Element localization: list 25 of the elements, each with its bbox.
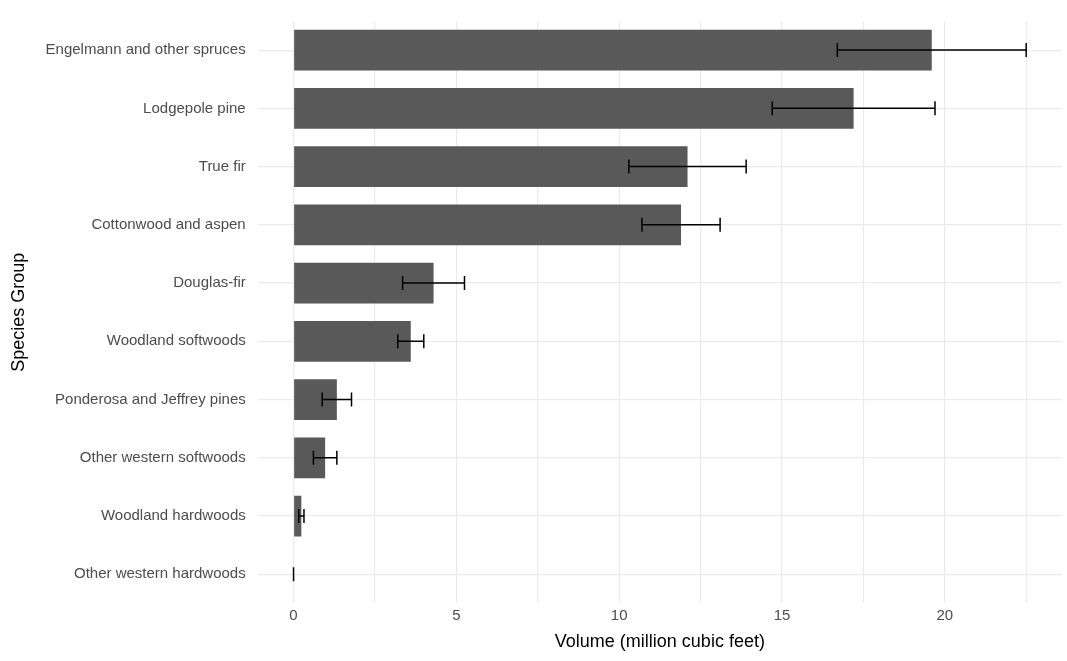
bar — [294, 29, 932, 71]
bar — [294, 262, 434, 304]
x-tick-label: 0 — [289, 605, 298, 623]
bar — [294, 87, 854, 129]
bar — [294, 204, 682, 246]
y-tick-label: Other western softwoods — [79, 447, 246, 465]
y-tick-label: Cottonwood and aspen — [91, 214, 246, 232]
y-tick-label: Ponderosa and Jeffrey pines — [55, 389, 246, 407]
x-tick-label: 15 — [773, 605, 791, 623]
y-tick-label: Douglas-fir — [173, 273, 246, 291]
x-tick-label: 20 — [936, 605, 954, 623]
y-tick-label: Woodland softwoods — [106, 331, 246, 349]
y-tick-label: Lodgepole pine — [143, 98, 246, 116]
x-tick-label: 10 — [610, 605, 628, 623]
bar — [294, 437, 326, 479]
x-tick-label: 5 — [452, 605, 461, 623]
x-axis-title: Volume (million cubic feet) — [554, 631, 765, 652]
bar — [294, 320, 411, 362]
bar — [294, 146, 688, 187]
y-tick-label: Other western hardwoods — [73, 564, 246, 582]
y-axis-title: Species Group — [7, 252, 28, 372]
y-tick-label: True fir — [198, 156, 246, 174]
bar — [294, 379, 337, 420]
y-tick-label: Engelmann and other spruces — [45, 40, 246, 58]
y-tick-label: Woodland hardwoods — [100, 506, 246, 524]
